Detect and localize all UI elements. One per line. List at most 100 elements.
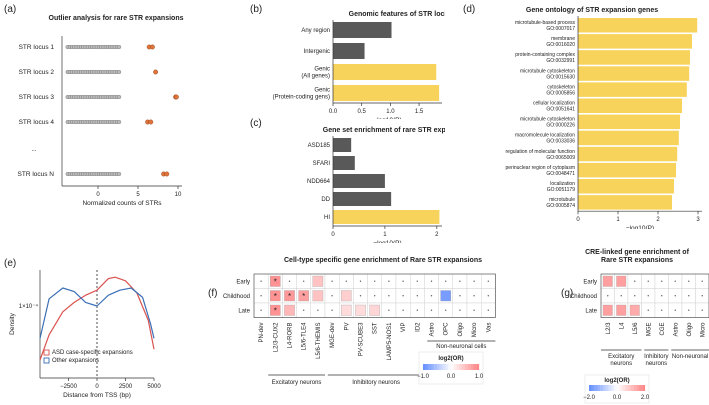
legend-tick: 1.0 xyxy=(475,374,484,380)
heatmap-dot xyxy=(331,309,333,311)
heatmap-dot xyxy=(674,309,676,311)
locus-label: STR locus 1 xyxy=(19,44,55,51)
heatmap-dot xyxy=(430,280,433,282)
x-tick-label: 0.5 xyxy=(358,109,367,115)
heatmap-cell xyxy=(270,275,281,287)
legend-gradient-step xyxy=(434,364,438,370)
x-tick-label: 0.0 xyxy=(329,109,338,115)
heatmap-cell xyxy=(270,290,281,302)
bar xyxy=(333,156,355,170)
category-label: SFARI xyxy=(313,161,331,167)
term-id: GO:0007017 xyxy=(546,26,575,32)
data-point xyxy=(117,45,122,50)
x-axis-title: −log10(P) xyxy=(373,117,401,119)
heatmap-dot xyxy=(647,309,649,311)
panel-a-label: (a) xyxy=(4,4,17,15)
panel-g-label: (g) xyxy=(561,288,574,299)
term-name: microtubule-based process xyxy=(515,20,576,26)
heatmap-dot xyxy=(688,280,690,282)
legend-gradient-step xyxy=(431,364,435,370)
legend-tick: −2.0 xyxy=(583,395,596,401)
col-label: ID2 xyxy=(415,322,421,332)
group-label: Non-neuronal cells xyxy=(436,344,486,350)
heatmap-cell xyxy=(312,290,324,302)
bar xyxy=(578,98,682,113)
heatmap-dot xyxy=(359,280,362,282)
heatmap-dot xyxy=(331,295,333,297)
outlier-point xyxy=(153,69,159,75)
outlier-point xyxy=(148,119,154,125)
panel-c-label: (c) xyxy=(250,118,262,129)
col-label: L4 xyxy=(619,322,625,329)
heatmap-dot xyxy=(288,280,291,282)
row-label: Early xyxy=(236,279,250,285)
category-label: Genic xyxy=(314,67,330,73)
heatmap-dot xyxy=(374,280,376,282)
term-id: GO:0000226 xyxy=(546,123,575,129)
term-id: GO:0005856 xyxy=(546,90,575,96)
significance-star: * xyxy=(302,292,305,301)
group-label: Inhibitory neurons xyxy=(352,380,400,386)
heatmap-dot xyxy=(260,309,262,311)
heatmap-dot xyxy=(647,280,649,282)
legend-gradient-step xyxy=(600,385,604,391)
bar xyxy=(578,50,690,65)
term-name: localization xyxy=(550,181,575,187)
heatmap-dot xyxy=(445,280,447,282)
outlier-point xyxy=(173,94,179,100)
legend-gradient-step xyxy=(448,364,452,370)
heatmap-dot xyxy=(303,309,305,311)
category-label: (All genes) xyxy=(301,74,330,80)
panel-a-chart: Outlier analysis for rare STR expansions… xyxy=(18,15,184,207)
heatmap-dot xyxy=(345,280,347,282)
legend-gradient-step xyxy=(428,364,432,370)
heatmap-dot xyxy=(487,309,489,311)
legend-gradient-step xyxy=(591,385,595,391)
x-tick-label: 1 xyxy=(383,232,387,238)
legend-tick: −1.0 xyxy=(417,374,430,380)
heatmap-dot xyxy=(701,309,703,311)
col-label: Oligo xyxy=(687,322,693,337)
heatmap-dot xyxy=(647,295,649,297)
bar xyxy=(333,85,440,101)
legend-gradient-step xyxy=(459,364,463,370)
significance-star: * xyxy=(288,292,291,301)
bar xyxy=(333,64,437,80)
heatmap-dot xyxy=(402,295,404,297)
col-label: Micro xyxy=(700,322,706,337)
legend-gradient-step xyxy=(633,385,637,391)
legend-gradient-step xyxy=(614,385,618,391)
bar xyxy=(578,162,676,178)
heatmap-cell xyxy=(440,290,451,302)
term-id: GO:0005874 xyxy=(546,203,575,209)
col-label: L2/3-CUX2 xyxy=(273,322,279,352)
legend-gradient-step xyxy=(462,364,466,370)
heatmap-dot xyxy=(674,295,676,297)
term-name: cytoskeleton xyxy=(547,84,575,90)
chart-title: Outlier analysis for rare STR expansions xyxy=(49,15,184,22)
legend-label: Other expansions xyxy=(52,358,99,364)
legend-tick: 0.0 xyxy=(613,395,622,401)
term-name: perinuclear region of cytoplasm xyxy=(506,165,575,171)
heatmap-border xyxy=(600,273,709,318)
heatmap-dot xyxy=(260,295,262,297)
legend-gradient-step xyxy=(631,385,634,391)
heatmap-dot xyxy=(402,280,404,282)
term-id: GO:0048471 xyxy=(546,171,575,177)
density-line xyxy=(39,276,155,361)
legend-title: log2(OR) xyxy=(438,356,463,362)
x-axis-title: Normalized counts of STRs xyxy=(82,200,162,207)
panel-d-label: (d) xyxy=(463,4,476,15)
heatmap-dot xyxy=(661,295,663,297)
col-label: PV xyxy=(344,323,350,331)
legend-gradient-step xyxy=(442,364,446,370)
heatmap-dot xyxy=(473,309,475,311)
bar xyxy=(578,114,680,130)
bar xyxy=(578,146,678,162)
term-name: regulation of molecular function xyxy=(506,149,576,155)
panel-b-chart: Genomic features of STR loci Any region In… xyxy=(273,11,445,119)
heatmap-dot xyxy=(688,295,690,297)
heatmap-dot xyxy=(674,280,676,282)
row-label: Early xyxy=(583,279,597,285)
